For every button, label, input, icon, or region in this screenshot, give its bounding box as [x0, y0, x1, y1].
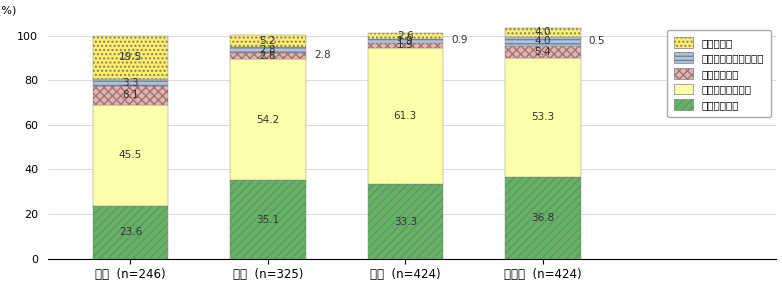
Text: 0.9: 0.9	[451, 35, 468, 45]
Text: 1.9: 1.9	[397, 36, 414, 46]
Text: 3.3: 3.3	[122, 78, 138, 88]
Bar	[230, 59, 306, 181]
Bar	[505, 28, 580, 37]
Bar	[92, 206, 168, 259]
Bar	[92, 86, 168, 104]
Bar	[230, 181, 306, 259]
Text: 2.8: 2.8	[260, 45, 276, 55]
Text: 5.2: 5.2	[260, 36, 276, 46]
Text: 35.1: 35.1	[256, 215, 279, 224]
Text: 33.3: 33.3	[393, 217, 417, 226]
Text: 2.8: 2.8	[314, 50, 331, 59]
Bar	[505, 58, 580, 177]
Text: (%): (%)	[0, 5, 16, 15]
Text: 2.6: 2.6	[397, 31, 414, 41]
Bar	[505, 46, 580, 58]
Text: 8.1: 8.1	[122, 90, 138, 100]
Text: 53.3: 53.3	[531, 112, 554, 122]
Bar	[230, 53, 306, 59]
Text: 19.5: 19.5	[119, 52, 142, 62]
Text: 54.2: 54.2	[256, 115, 279, 125]
Text: 1.9: 1.9	[397, 40, 414, 51]
Text: 45.5: 45.5	[119, 150, 142, 160]
Bar	[505, 177, 580, 259]
Text: 0.5: 0.5	[589, 36, 605, 46]
Bar	[368, 48, 443, 185]
Bar	[92, 79, 168, 86]
Bar	[230, 47, 306, 53]
Bar	[368, 185, 443, 259]
Text: 36.8: 36.8	[531, 213, 554, 223]
Bar	[368, 43, 443, 48]
Bar	[368, 33, 443, 39]
Bar	[505, 37, 580, 46]
Text: 4.0: 4.0	[535, 27, 551, 37]
Text: 23.6: 23.6	[119, 227, 142, 237]
Text: 2.8: 2.8	[260, 51, 276, 61]
Text: 4.0: 4.0	[535, 36, 551, 46]
Legend: わからない, 効果も課題も認識なし, 課題のみ認識, 効果も課題も認識, 効果のみ認識: わからない, 効果も課題も認識なし, 課題のみ認識, 効果も課題も認識, 効果の…	[667, 30, 771, 117]
Bar	[92, 36, 168, 79]
Bar	[368, 39, 443, 43]
Text: 61.3: 61.3	[393, 111, 417, 121]
Bar	[230, 35, 306, 47]
Text: 5.4: 5.4	[534, 46, 551, 57]
Bar	[92, 104, 168, 206]
